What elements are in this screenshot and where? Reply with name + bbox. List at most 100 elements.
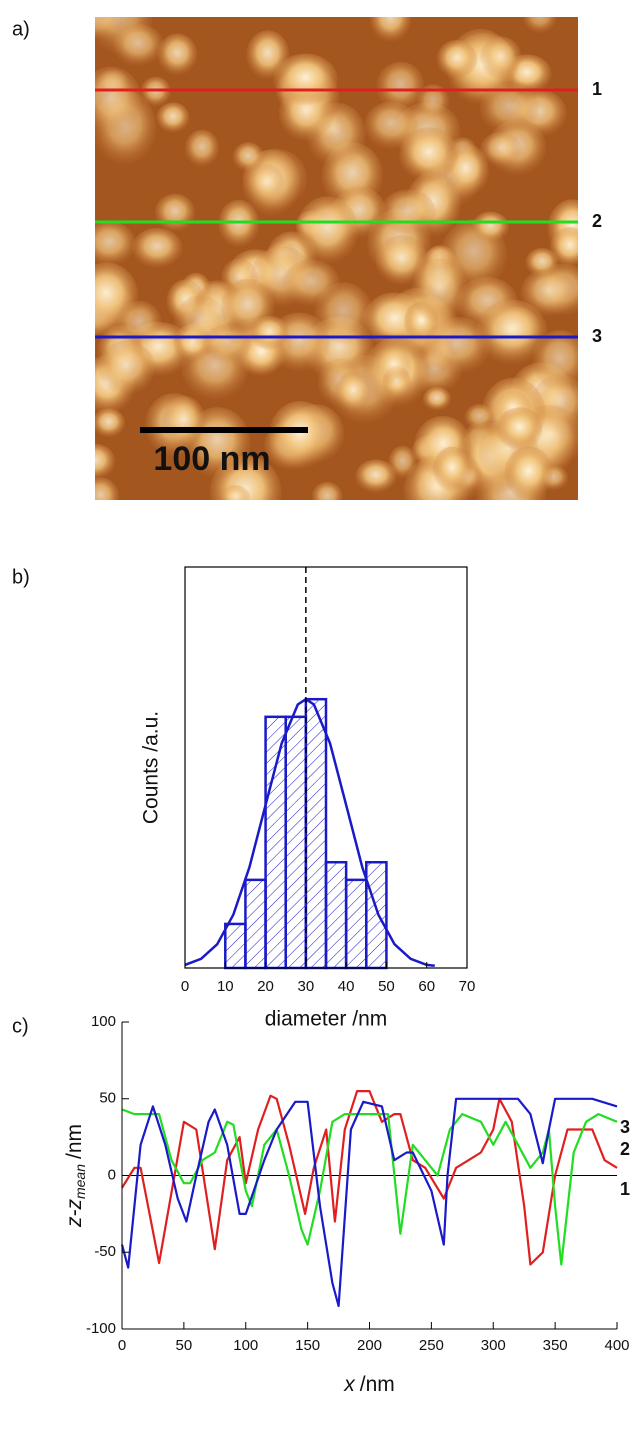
bar — [344, 878, 368, 970]
y-tick-label: -100 — [86, 1320, 116, 1337]
grain — [220, 485, 251, 500]
grain — [140, 76, 171, 107]
bar — [244, 878, 267, 970]
x-axis-title: diameter /nm — [265, 1008, 388, 1031]
x-tick-label: 0 — [181, 978, 189, 995]
panel-label: b) — [12, 566, 30, 588]
x-tick-label: 400 — [604, 1337, 629, 1354]
grain — [479, 83, 540, 135]
grain — [157, 33, 198, 76]
grain — [480, 36, 522, 80]
grain — [436, 39, 478, 80]
grain — [218, 199, 260, 249]
y-tick-label: 0 — [108, 1166, 116, 1183]
y-tick-label: 100 — [91, 1013, 116, 1030]
y-tick-label: -50 — [94, 1243, 116, 1260]
grain — [422, 386, 452, 411]
grain — [364, 101, 418, 150]
x-tick-label: 40 — [338, 978, 355, 995]
bar — [324, 860, 348, 970]
profile-label: 2 — [592, 211, 602, 231]
grain — [131, 227, 183, 269]
x-tick-label: 150 — [295, 1337, 320, 1354]
grain — [464, 403, 495, 431]
grain — [95, 66, 142, 135]
x-tick-label: 50 — [378, 978, 395, 995]
grain — [355, 459, 397, 494]
bar — [264, 715, 287, 970]
scale-bar-label: 100 nm — [153, 440, 270, 478]
y-axis-main: z-z — [63, 1199, 86, 1228]
grain — [376, 61, 425, 112]
bar — [284, 715, 308, 970]
x-axis-var: x — [343, 1373, 356, 1396]
grain — [296, 196, 359, 265]
grain — [416, 84, 450, 120]
grain — [112, 23, 164, 67]
x-tick-label: 250 — [419, 1337, 444, 1354]
profile-curve — [121, 1090, 618, 1266]
grain — [375, 235, 428, 286]
grain — [522, 17, 557, 34]
grain — [95, 408, 126, 438]
grain — [549, 226, 578, 268]
grain — [399, 127, 459, 183]
x-tick-label: 30 — [298, 978, 315, 995]
grain — [480, 131, 522, 167]
grain — [424, 317, 491, 375]
grain — [282, 259, 340, 308]
grain — [268, 401, 332, 470]
grain — [380, 189, 437, 236]
x-tick-label: 300 — [481, 1337, 506, 1354]
grain — [232, 142, 264, 172]
fit-curve — [184, 697, 435, 968]
x-axis-title: x/nm — [343, 1373, 395, 1396]
legend-label: 3 — [620, 1117, 630, 1137]
x-axis-unit: /nm — [360, 1373, 395, 1396]
panel-label: c) — [12, 1015, 29, 1037]
grain — [370, 17, 412, 43]
x-tick-label: 0 — [118, 1337, 126, 1354]
profile-label: 1 — [592, 79, 602, 99]
grain — [335, 371, 372, 413]
y-axis-unit: /nm — [63, 1124, 86, 1159]
grain — [154, 193, 196, 233]
x-tick-label: 60 — [418, 978, 435, 995]
y-axis-title: z-zmean/nm — [63, 1124, 88, 1228]
grain — [98, 340, 155, 396]
x-tick-label: 20 — [257, 978, 274, 995]
profile-label: 3 — [592, 326, 602, 346]
panel-label: a) — [12, 18, 30, 40]
legend-label: 2 — [620, 1139, 630, 1159]
grain — [250, 315, 289, 351]
grain — [247, 164, 285, 203]
y-axis-sub: mean — [72, 1164, 88, 1199]
legend-label: 1 — [620, 1179, 630, 1199]
grain — [520, 268, 576, 318]
x-tick-label: 350 — [543, 1337, 568, 1354]
plot-frame — [184, 566, 468, 969]
grain — [203, 323, 253, 363]
grain — [95, 443, 116, 480]
grain — [95, 221, 136, 267]
afm-image — [95, 17, 578, 500]
grain — [156, 102, 190, 134]
x-tick-label: 200 — [357, 1337, 382, 1354]
profile-curve — [120, 1097, 618, 1308]
x-tick-label: 50 — [176, 1337, 193, 1354]
grain — [476, 299, 548, 366]
grain — [411, 258, 468, 324]
grain — [162, 396, 206, 448]
bar — [224, 922, 247, 970]
grain — [95, 477, 120, 500]
grain — [496, 407, 543, 451]
y-axis-title: Counts /a.u. — [140, 711, 163, 824]
grain — [273, 53, 338, 106]
x-tick-label: 100 — [233, 1337, 258, 1354]
profile-curve — [121, 1108, 618, 1266]
x-tick-label: 70 — [459, 978, 476, 995]
x-tick-label: 10 — [217, 978, 234, 995]
grain — [311, 481, 343, 500]
bar — [304, 697, 328, 970]
